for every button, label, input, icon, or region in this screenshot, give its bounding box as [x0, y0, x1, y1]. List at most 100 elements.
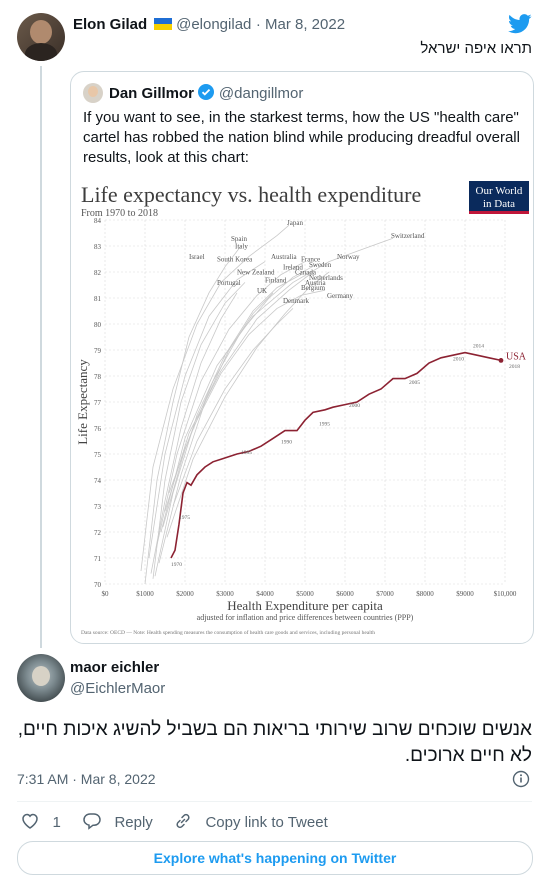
y-tick-label: 76: [94, 425, 102, 433]
quoted-author-handle[interactable]: @dangillmor: [219, 85, 303, 102]
country-label: Belgium: [301, 284, 326, 292]
chart-source-note: Data source: OECD — Note: Health spendin…: [81, 629, 375, 636]
author-handle[interactable]: @elongilad: [176, 16, 251, 33]
y-tick-label: 81: [94, 295, 102, 303]
usa-year-label: 2005: [409, 380, 420, 386]
country-label: Switzerland: [391, 232, 425, 240]
usa-year-label: 2014: [473, 343, 484, 349]
y-tick-label: 79: [94, 347, 102, 355]
divider: [17, 801, 532, 802]
usa-endpoint-marker: [499, 358, 504, 363]
avatar-elon-gilad[interactable]: [17, 13, 65, 61]
y-tick-label: 73: [94, 503, 102, 511]
x-tick-label: $7000: [376, 590, 394, 598]
y-tick-label: 71: [94, 555, 102, 563]
quoted-tweet-card[interactable]: Dan Gillmor @dangillmor If you want to s…: [70, 71, 534, 644]
usa-year-label: 2010: [453, 356, 464, 362]
verified-badge-icon: [198, 84, 214, 100]
country-label: New Zealand: [237, 269, 275, 277]
y-tick-label: 80: [94, 321, 102, 329]
country-label: Finland: [265, 276, 287, 284]
copy-link-label: Copy link to Tweet: [205, 814, 327, 831]
usa-series-label: USA: [506, 351, 527, 362]
country-label: Norway: [337, 253, 360, 261]
y-tick-label: 77: [94, 399, 102, 407]
tweet-date[interactable]: · Mar 8, 2022: [256, 16, 345, 33]
country-label: Sweden: [309, 261, 332, 269]
y-tick-label: 74: [94, 477, 102, 485]
reply-author-name[interactable]: maor eichler: [70, 659, 159, 676]
reply-tweet-text: אנשים שוכחים שרוב שירותי בריאות הם בשביל…: [17, 717, 532, 769]
x-tick-label: $1000: [136, 590, 154, 598]
x-tick-label: $5000: [296, 590, 314, 598]
x-tick-label: $4000: [256, 590, 274, 598]
heart-icon: [20, 811, 40, 831]
like-button[interactable]: 1: [20, 811, 61, 831]
twitter-bird-icon[interactable]: [508, 14, 532, 34]
tweet-text: תראו איפה ישראל: [73, 40, 532, 57]
country-trace-line: [155, 275, 301, 577]
y-tick-label: 84: [94, 217, 102, 225]
author-name[interactable]: Elon Gilad: [73, 16, 147, 33]
usa-year-label: 1975: [179, 515, 190, 521]
x-axis-sublabel: adjusted for inflation and price differe…: [197, 613, 414, 622]
link-icon: [173, 811, 193, 831]
x-tick-label: $0: [102, 590, 110, 598]
chart-image[interactable]: Life expectancy vs. health expenditure Fr…: [73, 176, 531, 642]
owid-logo-text-1: Our World: [476, 185, 523, 197]
thread-connector-line: [40, 66, 42, 648]
country-trace-line: [173, 308, 293, 506]
usa-year-label: 1970: [171, 562, 182, 568]
chart-subtitle: From 1970 to 2018: [81, 208, 158, 219]
x-tick-label: $6000: [336, 590, 354, 598]
x-tick-label: $10,000: [494, 590, 517, 598]
usa-year-label: 2018: [509, 364, 520, 370]
reply-author-handle[interactable]: @EichlerMaor: [70, 680, 165, 697]
chart-title: Life expectancy vs. health expenditure: [81, 182, 421, 207]
x-tick-label: $8000: [416, 590, 434, 598]
usa-year-label: 1985: [241, 450, 252, 456]
country-trace-line: [151, 293, 237, 574]
explore-twitter-button[interactable]: Explore what's happening on Twitter: [17, 841, 533, 875]
avatar-maor-eichler[interactable]: [17, 654, 65, 702]
country-label: Portugal: [217, 279, 241, 287]
owid-logo-bar: [469, 211, 529, 214]
country-label: Australia: [271, 253, 298, 261]
y-tick-label: 78: [94, 373, 102, 381]
quoted-tweet-text: If you want to see, in the starkest term…: [83, 108, 523, 168]
y-tick-label: 72: [94, 529, 102, 537]
country-label: Germany: [327, 292, 354, 300]
usa-year-label: 2000: [349, 403, 360, 409]
usa-year-label: 1990: [281, 440, 292, 446]
reply-label: Reply: [114, 814, 152, 831]
country-label: South Korea: [217, 256, 253, 264]
y-axis-label: Life Expectancy: [75, 359, 90, 445]
reply-button[interactable]: Reply: [82, 811, 153, 831]
quoted-author-name[interactable]: Dan Gillmor: [109, 85, 194, 102]
x-tick-label: $3000: [216, 590, 234, 598]
country-label: Spain: [231, 235, 247, 243]
x-tick-label: $2000: [176, 590, 194, 598]
usa-year-label: 1995: [319, 421, 330, 427]
y-tick-label: 75: [94, 451, 102, 459]
y-tick-label: 70: [94, 581, 102, 589]
like-count: 1: [52, 814, 60, 831]
info-icon[interactable]: [512, 770, 530, 788]
y-tick-label: 83: [94, 243, 102, 251]
country-label: Japan: [287, 219, 303, 227]
copy-link-button[interactable]: Copy link to Tweet: [173, 811, 328, 831]
usa-series-line: [171, 353, 501, 558]
country-label: UK: [257, 287, 267, 295]
country-trace-line: [159, 293, 273, 563]
country-label: Israel: [189, 253, 205, 261]
reply-timestamp[interactable]: 7:31 AM · Mar 8, 2022: [17, 771, 156, 787]
x-tick-label: $9000: [456, 590, 474, 598]
x-axis-label: Health Expenditure per capita: [227, 598, 383, 613]
y-tick-label: 82: [94, 269, 102, 277]
life-expectancy-chart: Life expectancy vs. health expenditureFr…: [73, 176, 531, 642]
country-label: Italy: [235, 243, 248, 251]
owid-logo-text-2: in Data: [483, 198, 515, 210]
avatar-dan-gillmor[interactable]: [83, 83, 103, 103]
country-label: Denmark: [283, 297, 310, 305]
reply-icon: [82, 811, 102, 831]
